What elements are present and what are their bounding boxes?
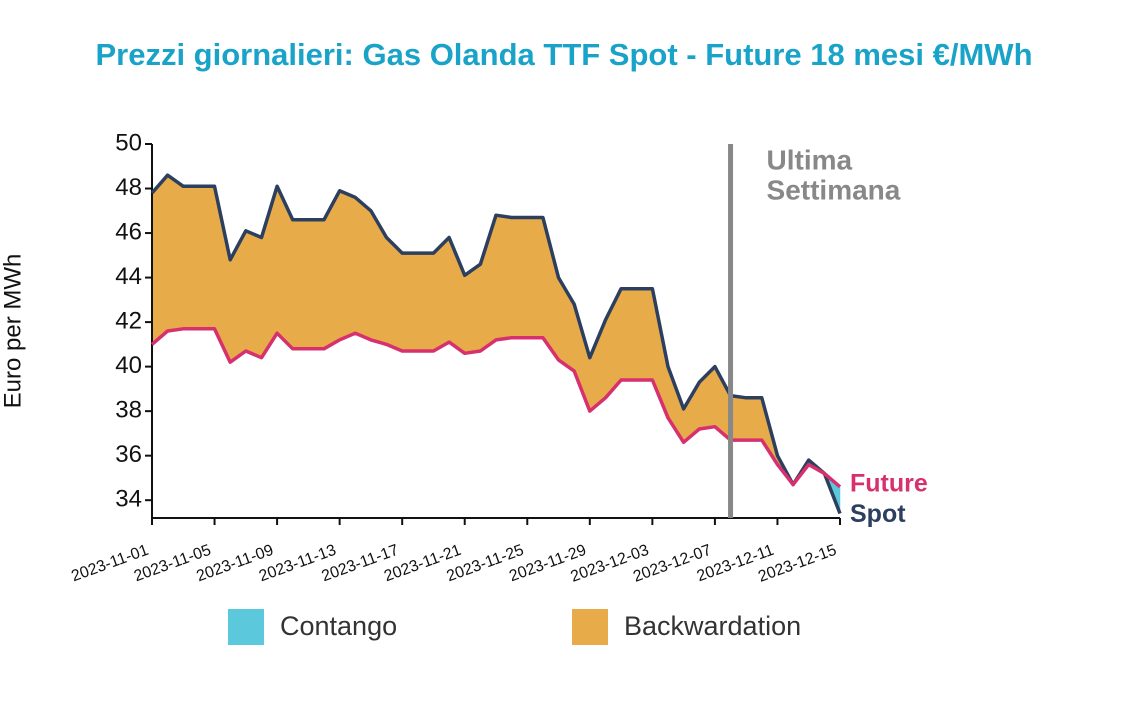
series-line bbox=[150, 327, 842, 489]
spread-area bbox=[339, 190, 356, 341]
spread-area bbox=[745, 397, 763, 441]
y-tick-label: 40 bbox=[115, 352, 142, 379]
legend-label: Contango bbox=[280, 611, 397, 641]
annotation-text: Settimana bbox=[767, 174, 901, 205]
chart-title: Prezzi giornalieri: Gas Olanda TTF Spot … bbox=[95, 37, 1032, 72]
spread-area bbox=[401, 252, 419, 352]
spread-area bbox=[433, 236, 450, 352]
spread-area bbox=[589, 319, 606, 412]
spread-area bbox=[355, 196, 372, 341]
annotation-text: Ultima bbox=[767, 144, 853, 175]
y-tick-label: 46 bbox=[115, 218, 142, 245]
series-end-label: Spot bbox=[850, 500, 906, 528]
spread-area bbox=[464, 263, 481, 354]
spread-area bbox=[511, 217, 528, 338]
y-tick-label: 44 bbox=[115, 263, 142, 290]
y-tick-label: 38 bbox=[115, 396, 142, 423]
y-tick-label: 48 bbox=[115, 174, 142, 201]
spread-area bbox=[229, 230, 247, 363]
spread-area bbox=[198, 186, 215, 330]
series-end-label: Future bbox=[850, 469, 928, 497]
spread-area bbox=[386, 236, 403, 352]
y-axis-label: Euro per MWh bbox=[0, 254, 26, 409]
spread-area bbox=[495, 214, 512, 341]
y-tick-label: 50 bbox=[115, 129, 142, 156]
legend-swatch bbox=[572, 609, 608, 645]
y-tick-label: 34 bbox=[115, 486, 142, 513]
spread-area bbox=[183, 186, 200, 330]
spread-area bbox=[620, 288, 637, 381]
spread-area bbox=[151, 174, 168, 345]
legend-swatch bbox=[228, 609, 264, 645]
y-tick-label: 36 bbox=[115, 441, 142, 468]
spread-area bbox=[417, 252, 434, 352]
spread-area bbox=[245, 230, 262, 359]
y-tick-label: 42 bbox=[115, 307, 142, 334]
spread-area bbox=[167, 174, 184, 332]
spread-area bbox=[527, 217, 544, 338]
legend-label: Backwardation bbox=[624, 611, 801, 641]
series-line bbox=[150, 173, 842, 515]
spread-area bbox=[308, 219, 325, 350]
spread-area bbox=[636, 288, 653, 381]
spread-area bbox=[292, 219, 309, 350]
